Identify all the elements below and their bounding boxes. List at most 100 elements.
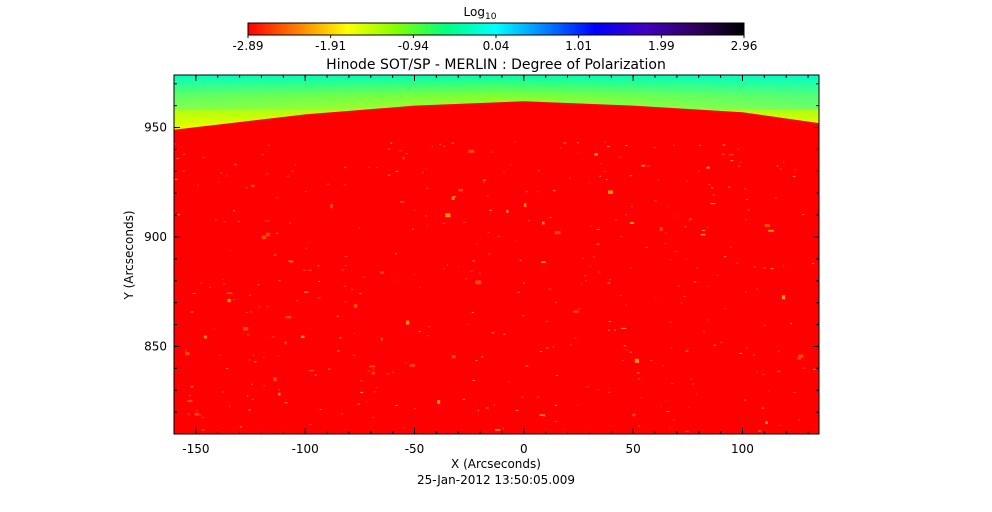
speckle: [184, 350, 187, 352]
speckle: [185, 352, 190, 356]
speckle: [239, 426, 243, 428]
speckle: [745, 218, 747, 220]
speckle: [746, 198, 748, 200]
speckle: [372, 416, 375, 418]
speckle: [402, 156, 405, 160]
speckle: [343, 285, 347, 287]
speckle: [358, 227, 360, 229]
speckle: [200, 414, 202, 416]
timestamp: 25-Jan-2012 13:50:05.009: [417, 473, 575, 487]
speckle: [192, 292, 196, 294]
speckle: [249, 294, 251, 296]
speckle: [319, 409, 322, 411]
speckle: [380, 338, 383, 340]
speckle: [413, 274, 415, 276]
speckle: [539, 414, 545, 416]
speckle: [792, 176, 796, 178]
speckle: [431, 146, 433, 148]
speckle: [700, 233, 706, 236]
speckle: [264, 220, 270, 222]
speckle: [680, 302, 683, 304]
speckle: [263, 385, 266, 387]
speckle: [737, 148, 740, 150]
speckle: [252, 398, 254, 400]
speckle: [662, 365, 665, 367]
speckle: [798, 419, 800, 421]
speckle: [519, 259, 522, 261]
speckle: [352, 354, 356, 356]
speckle: [314, 374, 317, 376]
speckle: [582, 257, 585, 259]
speckle: [650, 360, 653, 362]
speckle: [623, 345, 627, 347]
speckle: [503, 172, 505, 174]
speckle: [523, 282, 525, 284]
speckle: [605, 179, 608, 181]
speckle: [222, 278, 224, 280]
speckle: [233, 298, 236, 300]
speckle: [525, 365, 529, 367]
speckle: [764, 223, 770, 227]
colorbar-tick-label: -1.91: [315, 39, 346, 53]
speckle: [527, 220, 530, 222]
speckle: [295, 300, 299, 302]
speckle: [175, 158, 179, 160]
speckle: [248, 359, 251, 361]
speckle: [245, 312, 249, 314]
speckle: [641, 164, 646, 167]
speckle: [195, 410, 198, 412]
speckle: [659, 227, 663, 232]
speckle: [367, 370, 371, 372]
speckle: [226, 292, 232, 294]
speckle: [781, 295, 786, 300]
speckle: [234, 163, 237, 166]
speckle: [673, 144, 675, 146]
speckle: [237, 220, 241, 223]
speckle: [463, 222, 466, 224]
speckle: [655, 297, 657, 299]
speckle: [218, 354, 221, 356]
speckle: [183, 170, 185, 172]
speckle: [365, 401, 368, 403]
speckle: [203, 335, 207, 339]
speckle: [779, 168, 782, 170]
speckle: [414, 408, 417, 410]
speckle: [660, 405, 662, 407]
speckle: [555, 301, 557, 303]
speckle: [395, 404, 398, 406]
speckle: [229, 405, 231, 407]
speckle: [425, 168, 427, 170]
speckle: [687, 348, 689, 350]
speckle: [789, 322, 792, 324]
speckle: [223, 221, 227, 223]
speckle: [350, 288, 354, 290]
speckle: [585, 386, 589, 388]
speckle: [344, 255, 348, 257]
colorbar-label-base: Log: [464, 5, 485, 19]
speckle: [302, 269, 306, 271]
speckle: [304, 190, 307, 192]
speckle: [599, 175, 601, 177]
speckle: [526, 190, 528, 192]
speckle: [389, 142, 393, 144]
speckle: [479, 272, 481, 274]
speckle: [640, 397, 643, 399]
speckle: [188, 413, 190, 415]
speckle: [472, 260, 475, 262]
speckle: [183, 153, 186, 155]
speckle: [375, 387, 378, 389]
speckle: [670, 383, 674, 385]
speckle: [688, 406, 690, 408]
speckle: [802, 214, 804, 216]
colorbar-gradient: [247, 22, 745, 36]
speckle: [340, 413, 344, 415]
speckle: [665, 400, 667, 402]
speckle: [221, 391, 225, 393]
speckle: [343, 166, 347, 169]
speckle: [691, 383, 695, 385]
speckle: [763, 324, 766, 326]
speckle: [345, 265, 347, 267]
speckle: [509, 164, 512, 166]
speckle: [451, 355, 456, 359]
speckle: [308, 269, 312, 272]
